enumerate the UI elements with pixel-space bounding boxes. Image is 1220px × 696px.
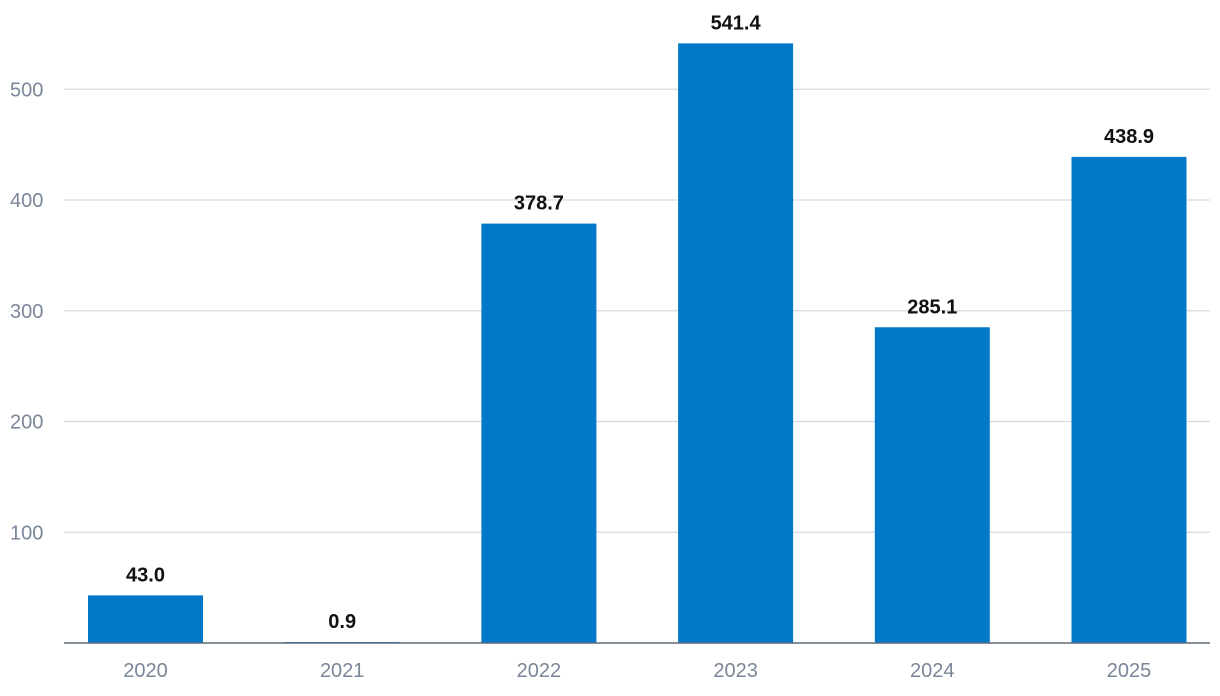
data-label-2025: 438.9: [1104, 126, 1154, 148]
x-axis-ticks: 2020 2021 2022 2023 2024 2025: [123, 660, 1151, 682]
y-tick-label: 200: [10, 412, 43, 434]
data-label-2020: 43.0: [126, 564, 165, 586]
data-label-2022: 378.7: [514, 193, 564, 215]
x-tick-label-2020: 2020: [123, 660, 168, 682]
bars: [88, 43, 1187, 644]
data-labels: 43.0 0.9 378.7 541.4 285.1 438.9: [126, 12, 1154, 633]
data-label-2021: 0.9: [328, 611, 356, 633]
y-tick-label: 500: [10, 79, 43, 101]
y-tick-label: 400: [10, 190, 43, 212]
bar-2023: [678, 43, 794, 644]
bar-2020: [88, 595, 203, 643]
data-label-2024: 285.1: [907, 296, 957, 318]
x-tick-label-2025: 2025: [1107, 660, 1152, 682]
data-label-2023: 541.4: [711, 12, 762, 34]
y-axis-ticks: 100 200 300 400 500: [10, 79, 43, 544]
x-tick-label-2021: 2021: [320, 660, 365, 682]
x-tick-label-2022: 2022: [517, 660, 562, 682]
y-tick-label: 300: [10, 301, 43, 323]
bar-2025: [1071, 156, 1187, 643]
y-tick-label: 100: [10, 522, 43, 544]
bar-2022: [481, 223, 597, 643]
gridlines: [64, 88, 1210, 533]
x-tick-label-2023: 2023: [713, 660, 758, 682]
bar-2024: [874, 327, 990, 643]
x-tick-label-2024: 2024: [910, 660, 955, 682]
